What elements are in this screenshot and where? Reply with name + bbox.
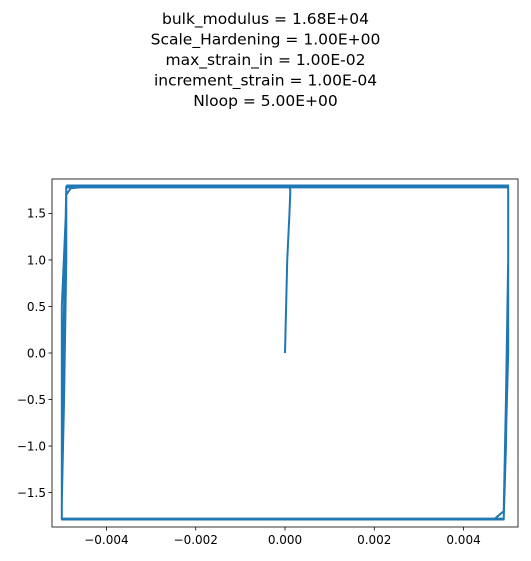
- y-tick-label: 0.0: [27, 346, 46, 360]
- x-tick-label: 0.002: [357, 533, 391, 547]
- y-tick-label: −1.5: [17, 486, 46, 500]
- y-tick-label: 0.5: [27, 300, 46, 314]
- x-axis: −0.004 −0.002 0.000 0.002 0.004: [84, 527, 481, 547]
- x-tick-label: 0.004: [446, 533, 480, 547]
- y-tick-label: 1.5: [27, 207, 46, 221]
- y-axis: −1.5 −1.0 −0.5 0.0 0.5 1.0 1.5: [17, 207, 52, 500]
- x-tick-label: 0.000: [268, 533, 302, 547]
- title-line: increment_strain = 1.00E-04: [154, 72, 377, 91]
- title-line: Scale_Hardening = 1.00E+00: [151, 31, 381, 50]
- title-line: bulk_modulus = 1.68E+04: [162, 10, 369, 29]
- title-line: max_strain_in = 1.00E-02: [165, 51, 365, 70]
- y-tick-label: 1.0: [27, 253, 46, 267]
- title-line: Nloop = 5.00E+00: [193, 92, 338, 110]
- series-line: [60, 184, 510, 521]
- x-tick-label: −0.004: [84, 533, 128, 547]
- y-tick-label: −1.0: [17, 439, 46, 453]
- axes-frame: [51, 178, 519, 528]
- plot-area: [60, 184, 510, 521]
- chart-title: bulk_modulus = 1.68E+04 Scale_Hardening =…: [151, 10, 381, 110]
- y-tick-label: −0.5: [17, 393, 46, 407]
- x-tick-label: −0.002: [174, 533, 218, 547]
